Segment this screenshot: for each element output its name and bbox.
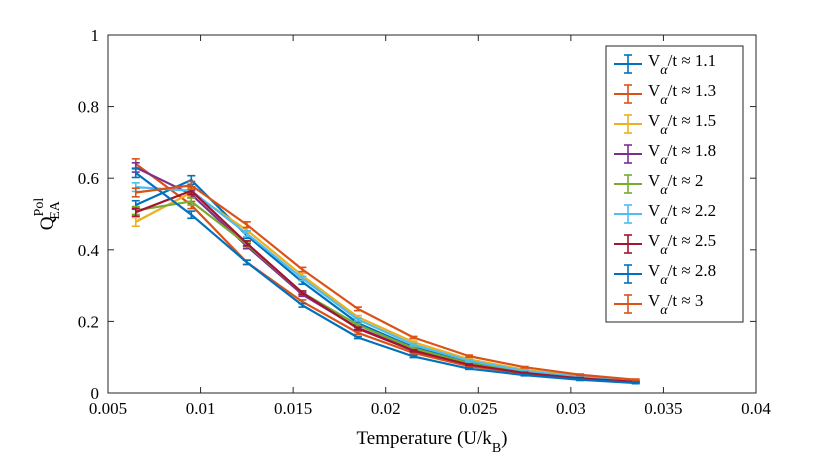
- error-bar: [242, 230, 251, 238]
- legend-entry: Vα/t ≈ 1.5: [614, 111, 716, 138]
- error-bar: [131, 207, 140, 217]
- series-8: [131, 167, 640, 385]
- error-bar: [576, 378, 585, 382]
- error-bar: [298, 266, 307, 273]
- series-line: [135, 171, 636, 385]
- x-tick-label: 0.015: [274, 399, 312, 418]
- legend-entry: Vα/t ≈ 2.5: [614, 231, 716, 258]
- error-bar: [242, 259, 251, 266]
- series-line: [135, 189, 636, 383]
- error-bar: [520, 371, 529, 375]
- error-bar: [298, 275, 307, 282]
- error-bar: [409, 348, 418, 353]
- y-tick-label: 0.8: [78, 98, 99, 117]
- x-tick-label: 0.01: [186, 399, 216, 418]
- axis-ticks: 0.005 0.01 0.015 0.02 0.025 0.03 0.035 0.04 0 0.2…: [78, 26, 772, 418]
- error-bar: [353, 330, 362, 336]
- legend-entry: Vα/t ≈ 2.2: [614, 201, 716, 228]
- legend-label: Vα/t ≈ 3: [648, 291, 703, 318]
- error-bar: [353, 335, 362, 340]
- legend-entry: Vα/t ≈ 1.8: [614, 141, 716, 168]
- error-bar: [409, 342, 418, 347]
- legend-entry: Vα/t ≈ 2.8: [614, 261, 716, 288]
- error-bar: [631, 378, 640, 382]
- error-bar: [353, 306, 362, 312]
- error-bar: [298, 302, 307, 308]
- error-bar: [465, 367, 474, 371]
- error-bar: [131, 167, 140, 179]
- error-bar: [353, 326, 362, 331]
- data-layer: [131, 158, 640, 385]
- plot-area-frame: [107, 34, 757, 394]
- legend-entry: Vα/t ≈ 1.1: [614, 51, 716, 78]
- x-tick-label: 0.03: [556, 399, 586, 418]
- error-bar: [242, 221, 251, 229]
- y-tick-label: 1: [91, 26, 100, 45]
- error-bar: [187, 197, 196, 206]
- legend-label: Vα/t ≈ 2: [648, 171, 703, 198]
- error-bar: [576, 373, 585, 377]
- series-9: [131, 180, 640, 382]
- error-bar: [187, 180, 196, 191]
- x-tick-label: 0.005: [89, 399, 127, 418]
- legend-label: Vα/t ≈ 2.2: [648, 201, 716, 228]
- series-line: [135, 186, 636, 383]
- error-bar: [465, 354, 474, 359]
- error-bar: [131, 216, 140, 227]
- legend-label: Vα/t ≈ 2.5: [648, 231, 716, 258]
- legend-entry: Vα/t ≈ 2: [614, 171, 703, 198]
- x-tick-label: 0.04: [741, 399, 771, 418]
- legend-entry: Vα/t ≈ 3: [614, 291, 703, 318]
- x-axis-label: Temperature (U/kB): [357, 428, 508, 456]
- error-bar: [465, 363, 474, 367]
- x-tick-label: 0.035: [644, 399, 682, 418]
- y-tick-label: 0.4: [78, 241, 100, 260]
- series-line: [135, 184, 636, 381]
- error-bar: [298, 290, 307, 296]
- y-tick-label: 0: [91, 384, 100, 403]
- error-bar: [131, 187, 140, 198]
- x-tick-label: 0.02: [371, 399, 401, 418]
- svg-text:QPolEA: QPolEA: [32, 198, 63, 231]
- legend-label: Vα/t ≈ 1.3: [648, 81, 716, 108]
- error-bar: [409, 335, 418, 340]
- error-bar: [465, 358, 474, 363]
- error-bar: [409, 354, 418, 359]
- y-tick-label: 0.2: [78, 312, 99, 331]
- y-axis-label: QPolEA: [32, 198, 63, 231]
- series-7: [131, 185, 640, 384]
- legend-label: Vα/t ≈ 1.8: [648, 141, 716, 168]
- error-bar: [520, 369, 529, 373]
- legend: Vα/t ≈ 1.1 Vα/t ≈ 1.3 Vα/t ≈ 1.5 Vα/t ≈ 1.8…: [605, 45, 744, 323]
- error-bar: [520, 365, 529, 369]
- error-bar: [353, 317, 362, 322]
- legend-label: Vα/t ≈ 2.8: [648, 261, 716, 288]
- error-bar: [631, 381, 640, 385]
- legend-entry: Vα/t ≈ 1.3: [614, 81, 716, 108]
- x-tick-label: 0.025: [459, 399, 497, 418]
- y-tick-label: 0.6: [78, 169, 99, 188]
- error-bar: [242, 240, 251, 247]
- error-bar: [520, 373, 529, 377]
- legend-label: Vα/t ≈ 1.1: [648, 51, 716, 78]
- error-bar: [187, 210, 196, 220]
- legend-label: Vα/t ≈ 1.5: [648, 111, 716, 138]
